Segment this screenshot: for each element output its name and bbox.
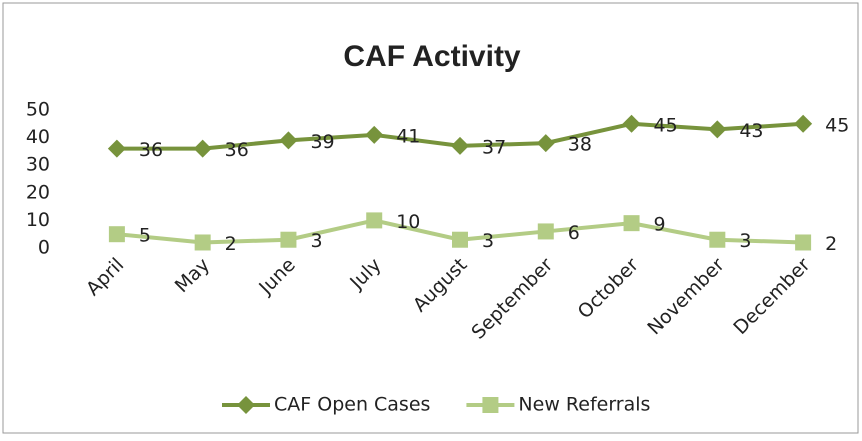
- data-label: 36: [225, 139, 249, 161]
- data-point: [623, 215, 640, 232]
- data-point: [537, 223, 554, 240]
- legend-label: CAF Open Cases: [274, 394, 430, 416]
- data-label: 5: [139, 225, 151, 247]
- data-point: [280, 231, 297, 248]
- y-tick-label: 30: [26, 154, 50, 176]
- data-point: [107, 139, 126, 158]
- data-point: [622, 114, 641, 133]
- chart-border: [2, 2, 859, 434]
- y-tick-label: 40: [26, 126, 50, 148]
- data-label: 37: [482, 136, 506, 158]
- legend-marker: [237, 396, 255, 414]
- legend-marker: [482, 397, 499, 413]
- data-point: [452, 231, 468, 248]
- y-tick-label: 20: [26, 181, 50, 203]
- data-point: [451, 136, 469, 155]
- data-label: 38: [568, 134, 592, 156]
- data-label: 10: [396, 211, 420, 233]
- data-point: [194, 234, 211, 251]
- data-label: 41: [396, 125, 420, 147]
- data-label: 36: [139, 139, 163, 161]
- data-point: [193, 139, 212, 158]
- data-point: [108, 226, 125, 243]
- data-point: [279, 131, 298, 150]
- data-point: [366, 212, 383, 229]
- data-label: 43: [739, 120, 763, 142]
- y-tick-label: 10: [26, 209, 50, 231]
- legend-label: New Referrals: [518, 394, 650, 416]
- data-label: 3: [739, 230, 751, 252]
- data-label: 39: [310, 131, 334, 153]
- data-point: [709, 231, 726, 248]
- data-label: 9: [654, 214, 666, 236]
- data-label: 2: [825, 233, 837, 255]
- chart-title: CAF Activity: [343, 40, 521, 73]
- data-point: [365, 125, 384, 144]
- data-point: [794, 114, 813, 133]
- data-point: [708, 120, 727, 139]
- data-label: 3: [482, 230, 494, 252]
- y-tick-label: 50: [26, 99, 50, 121]
- data-label: 45: [654, 114, 678, 136]
- data-point: [536, 134, 555, 153]
- data-label: 3: [310, 230, 322, 252]
- data-label: 6: [568, 222, 580, 244]
- data-label: 2: [225, 233, 237, 255]
- data-label: 45: [825, 114, 849, 136]
- data-point: [795, 234, 812, 251]
- y-tick-label: 0: [38, 237, 50, 259]
